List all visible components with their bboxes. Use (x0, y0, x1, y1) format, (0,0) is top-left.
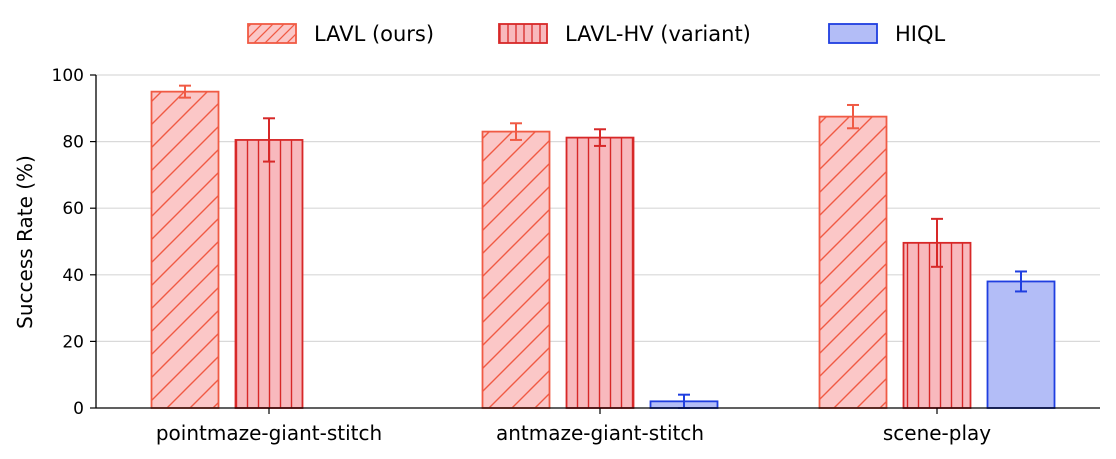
error-bar (179, 84, 191, 99)
legend-label: HIQL (895, 22, 946, 46)
error-bar (931, 217, 943, 268)
legend-swatch (247, 23, 297, 44)
y-axis-title: Success Rate (%) (13, 155, 37, 329)
error-bar (263, 117, 275, 163)
y-tick-label: 40 (62, 266, 84, 286)
y-tick-label: 0 (73, 399, 84, 419)
legend-entry: HIQL (828, 22, 946, 46)
error-bar (1015, 270, 1027, 293)
legend-swatch (828, 23, 878, 44)
legend-label: LAVL (ours) (314, 22, 434, 46)
bar (150, 90, 220, 409)
bar (234, 139, 304, 409)
legend: LAVL (ours) LAVL-HV (variant) HIQL (247, 22, 946, 46)
y-tick-label: 80 (62, 133, 84, 153)
y-tick-label: 20 (62, 332, 84, 352)
bar (902, 241, 972, 409)
error-bar (847, 103, 859, 130)
error-bar (594, 128, 606, 147)
x-tick-label: antmaze-giant-stitch (496, 421, 704, 445)
legend-swatch (498, 23, 548, 44)
error-bar (510, 122, 522, 141)
legend-label: LAVL-HV (variant) (565, 22, 751, 46)
legend-entry: LAVL-HV (variant) (498, 22, 751, 46)
bar (481, 130, 551, 409)
bar (818, 115, 888, 409)
x-tick-label: scene-play (883, 421, 991, 445)
legend-entry: LAVL (ours) (247, 22, 434, 46)
y-tick-label: 100 (52, 66, 84, 86)
bar (986, 280, 1056, 409)
bars (150, 84, 1056, 409)
x-tick-label: pointmaze-giant-stitch (156, 421, 382, 445)
axes: 0 20 40 60 80 100 pointmaze-giant-stitch antmaz… (52, 66, 1100, 445)
y-tick-label: 60 (62, 199, 84, 219)
bar (565, 136, 635, 409)
